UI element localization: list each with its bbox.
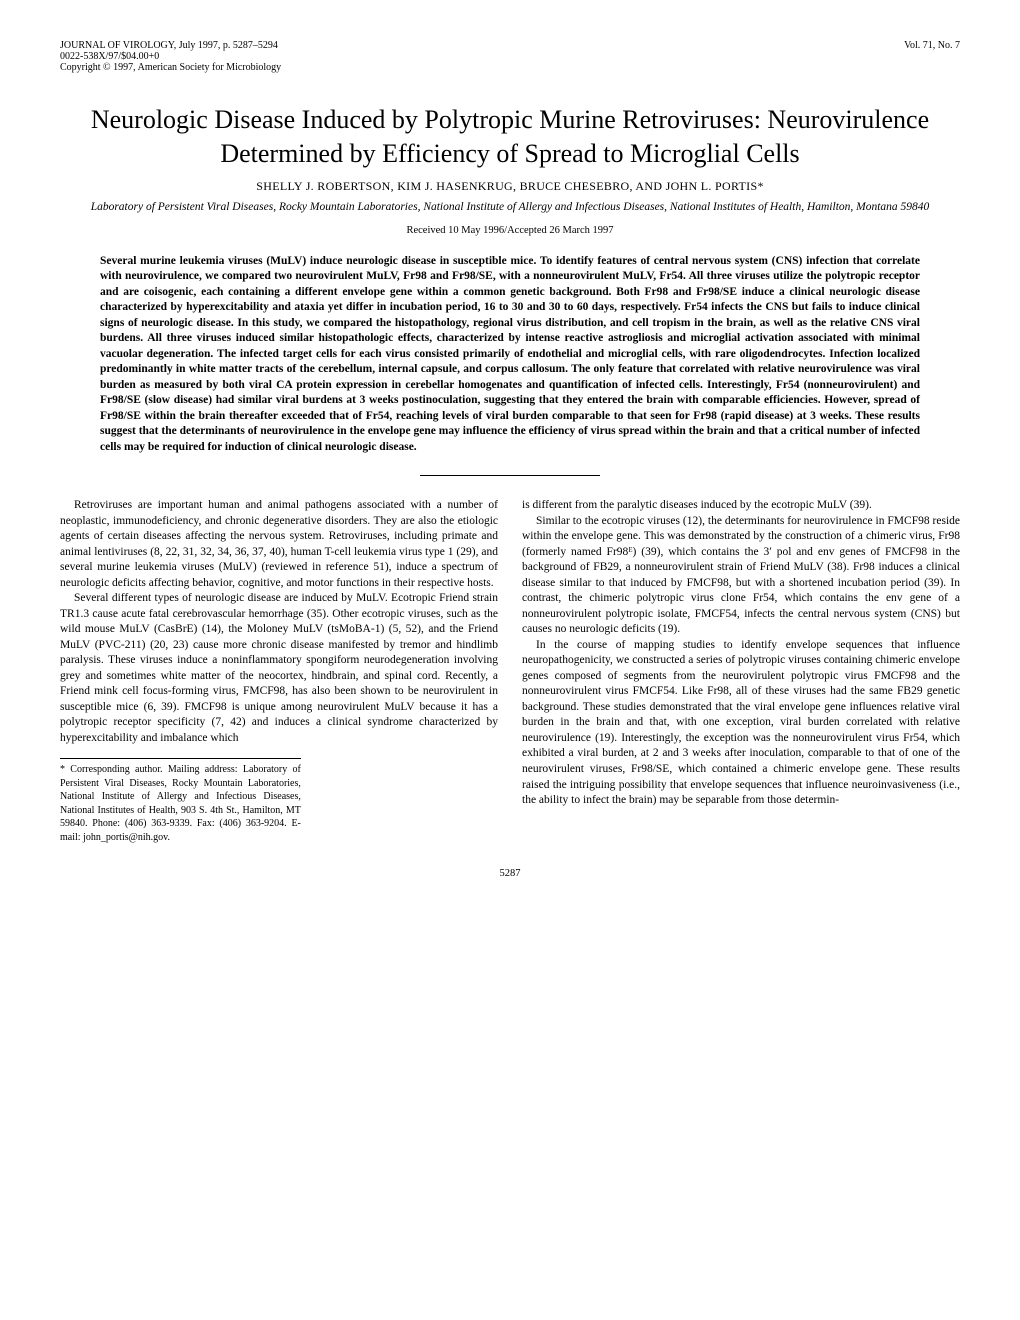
page-number: 5287	[60, 868, 960, 879]
body-paragraph: Similar to the ecotropic viruses (12), t…	[522, 514, 960, 638]
body-paragraph: Retroviruses are important human and ani…	[60, 498, 498, 591]
body-paragraph: Several different types of neurologic di…	[60, 591, 498, 746]
journal-info: JOURNAL OF VIROLOGY, July 1997, p. 5287–…	[60, 40, 281, 51]
article-title: Neurologic Disease Induced by Polytropic…	[60, 103, 960, 171]
volume-info: Vol. 71, No. 7	[904, 40, 960, 73]
abstract: Several murine leukemia viruses (MuLV) i…	[100, 254, 920, 456]
corresponding-author-footnote: * Corresponding author. Mailing address:…	[60, 758, 301, 844]
affiliation: Laboratory of Persistent Viral Diseases,…	[60, 200, 960, 215]
body-columns: Retroviruses are important human and ani…	[60, 498, 960, 844]
authors-line: SHELLY J. ROBERTSON, KIM J. HASENKRUG, B…	[60, 179, 960, 194]
copyright: Copyright © 1997, American Society for M…	[60, 62, 281, 73]
body-paragraph: is different from the paralytic diseases…	[522, 498, 960, 514]
issn: 0022-538X/97/$04.00+0	[60, 51, 281, 62]
body-paragraph: In the course of mapping studies to iden…	[522, 638, 960, 809]
journal-header: JOURNAL OF VIROLOGY, July 1997, p. 5287–…	[60, 40, 960, 73]
right-column: is different from the paralytic diseases…	[522, 498, 960, 844]
header-left: JOURNAL OF VIROLOGY, July 1997, p. 5287–…	[60, 40, 281, 73]
received-date: Received 10 May 1996/Accepted 26 March 1…	[60, 225, 960, 236]
divider	[420, 475, 600, 476]
authors-text: SHELLY J. ROBERTSON, KIM J. HASENKRUG, B…	[256, 179, 764, 193]
left-column: Retroviruses are important human and ani…	[60, 498, 498, 844]
